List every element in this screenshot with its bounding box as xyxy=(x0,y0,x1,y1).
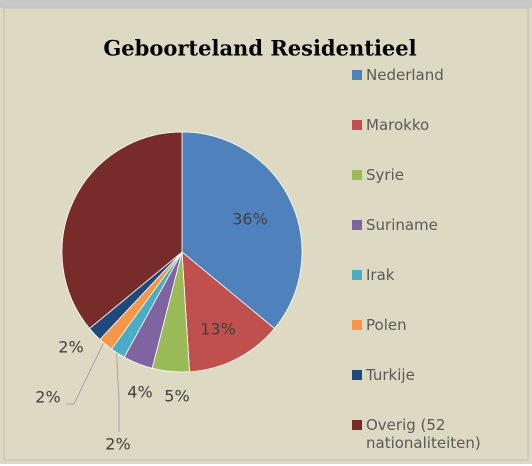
leader-line xyxy=(115,343,120,432)
legend-label: Marokko xyxy=(366,116,430,134)
legend-swatch xyxy=(352,320,362,330)
legend-item: Syrie xyxy=(352,166,527,216)
legend-swatch xyxy=(352,170,362,180)
legend-item: Marokko xyxy=(352,116,527,166)
data-label: 2% xyxy=(105,435,130,454)
leader-line xyxy=(66,341,105,405)
legend-item: Overig (52 nationaliteiten) xyxy=(352,416,527,466)
data-label: 2% xyxy=(58,338,83,357)
top-bar xyxy=(0,0,532,8)
chart-title: Geboorteland Residentieel xyxy=(103,36,416,61)
legend: Nederland Marokko Syrie Suriname Irak Polen Tu… xyxy=(352,66,527,466)
legend-item: Irak xyxy=(352,266,527,316)
legend-label: Overig (52 nationaliteiten) xyxy=(366,416,481,452)
legend-item: Suriname xyxy=(352,216,527,266)
legend-label: Turkije xyxy=(366,366,415,384)
legend-item: Polen xyxy=(352,316,527,366)
data-label: 36% xyxy=(92,210,128,229)
data-label: 2% xyxy=(35,388,60,407)
legend-swatch xyxy=(352,70,362,80)
pie-slice xyxy=(181,131,303,330)
pie xyxy=(61,131,303,373)
frame xyxy=(3,7,529,461)
data-label: 4% xyxy=(127,383,152,402)
legend-swatch xyxy=(352,420,362,430)
legend-label: Irak xyxy=(366,266,395,284)
pie-slice xyxy=(181,251,276,373)
legend-label: Polen xyxy=(366,316,407,334)
legend-swatch xyxy=(352,370,362,380)
legend-swatch xyxy=(352,220,362,230)
labels: 36% 13% 5% 4% 2% 2% 2% 36% xyxy=(35,210,267,454)
legend-label: Nederland xyxy=(366,66,444,84)
legend-swatch xyxy=(352,120,362,130)
legend-label: Syrie xyxy=(366,166,404,184)
legend-swatch xyxy=(352,270,362,280)
legend-label: Suriname xyxy=(366,216,438,234)
data-label: 5% xyxy=(164,387,189,406)
data-label: 36% xyxy=(232,210,268,229)
pie-slice xyxy=(61,131,183,330)
legend-item: Turkije xyxy=(352,366,527,416)
data-label: 13% xyxy=(200,320,236,339)
legend-item: Nederland xyxy=(352,66,527,116)
